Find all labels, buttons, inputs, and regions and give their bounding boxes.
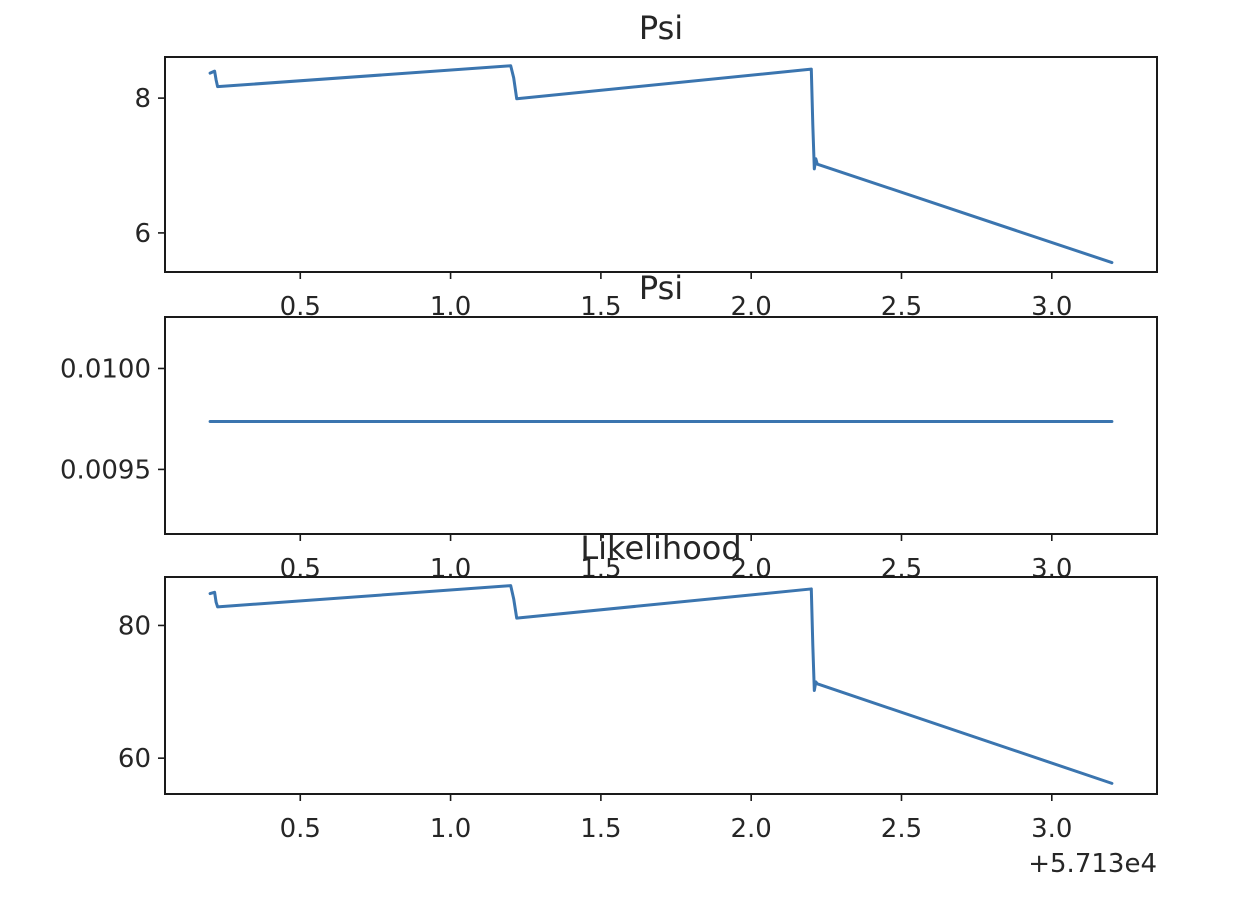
subplot-title: Psi [639, 9, 683, 47]
y-tick-label: 6 [134, 219, 151, 249]
series-line-1-1 [208, 64, 1114, 265]
x-tick-label: 0.5 [280, 554, 321, 584]
subplot-2: 0.5 1.0 1.5 2.0 2.5 3.0 0.0095 0.0100 Psi [60, 269, 1158, 584]
x-tick-label: 1.5 [580, 554, 621, 584]
axes-frame [164, 576, 1158, 795]
x-tick-label: 2.5 [881, 554, 922, 584]
axes-frame [164, 56, 1158, 273]
x-tick-label: 2.0 [731, 814, 772, 844]
y-tick-label: 80 [118, 611, 151, 641]
series-line-3-1 [208, 584, 1114, 785]
subplot-title: Likelihood [580, 529, 741, 567]
x-tick-label: 3.0 [1031, 554, 1072, 584]
subplot-3: 0.5 1.0 1.5 2.0 2.5 3.0 60 80 Likelihood +5.713e4 [118, 529, 1158, 879]
x-tick-label: 2.0 [731, 554, 772, 584]
x-tick-label: 1.0 [430, 554, 471, 584]
y-tick-label: 8 [134, 84, 151, 114]
x-tick-label: 3.0 [1031, 814, 1072, 844]
subplot-title: Psi [639, 269, 683, 307]
x-offset-label: +5.713e4 [1028, 849, 1157, 879]
x-tick-label: 1.5 [580, 814, 621, 844]
y-tick-label: 60 [118, 744, 151, 774]
y-tick-label: 0.0100 [60, 354, 151, 384]
x-tick-label: 0.5 [280, 814, 321, 844]
axes-frame [164, 316, 1158, 535]
x-tick-label: 2.5 [881, 814, 922, 844]
subplots: 0.5 1.0 1.5 2.0 2.5 3.0 6 8 Psi 0.5 1.0 1.5 2.0 2.5 3.… [60, 9, 1158, 879]
y-tick-label: 0.0095 [60, 455, 151, 485]
x-tick-label: 1.0 [430, 814, 471, 844]
